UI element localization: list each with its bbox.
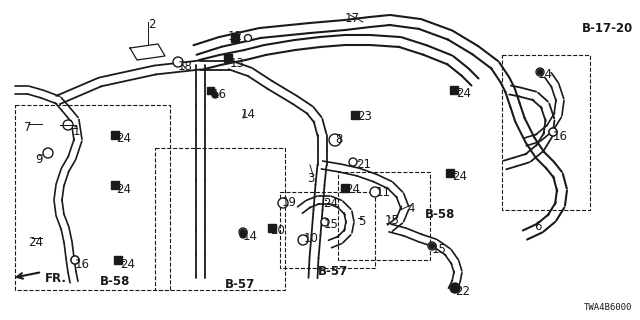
Circle shape <box>370 187 380 197</box>
Text: 7: 7 <box>24 121 31 134</box>
Text: 17: 17 <box>345 12 360 25</box>
Text: 24: 24 <box>323 197 338 210</box>
Text: 14: 14 <box>538 68 553 81</box>
Circle shape <box>536 68 544 76</box>
Bar <box>450 86 458 94</box>
Circle shape <box>428 242 436 250</box>
Text: B-57: B-57 <box>318 265 348 278</box>
Circle shape <box>329 134 341 146</box>
Bar <box>155 148 285 290</box>
Text: B-58: B-58 <box>425 208 456 221</box>
Text: 24: 24 <box>452 170 467 183</box>
Text: 8: 8 <box>335 133 342 146</box>
Text: 18: 18 <box>178 60 193 73</box>
Circle shape <box>71 256 79 264</box>
Circle shape <box>239 228 247 236</box>
Text: 16: 16 <box>553 130 568 143</box>
Circle shape <box>538 69 543 75</box>
Text: 13: 13 <box>230 57 245 70</box>
Bar <box>351 111 359 119</box>
Bar <box>446 169 454 177</box>
Text: 15: 15 <box>385 214 400 227</box>
Text: 23: 23 <box>357 110 372 123</box>
Bar <box>15 105 170 290</box>
Text: 6: 6 <box>534 220 541 233</box>
Circle shape <box>278 198 288 208</box>
Bar <box>111 131 119 139</box>
Text: 15: 15 <box>432 243 447 256</box>
Circle shape <box>429 244 435 249</box>
Text: B-17-20: B-17-20 <box>582 22 633 35</box>
Text: 24: 24 <box>116 183 131 196</box>
Circle shape <box>212 92 218 98</box>
Circle shape <box>549 128 557 136</box>
Text: B-57: B-57 <box>225 278 255 291</box>
Circle shape <box>240 232 246 238</box>
Text: 14: 14 <box>241 108 256 121</box>
Text: 19: 19 <box>282 196 297 209</box>
Circle shape <box>241 229 246 235</box>
Text: 1: 1 <box>73 125 81 138</box>
Bar <box>338 172 430 260</box>
Bar <box>231 34 239 42</box>
Text: 24: 24 <box>456 87 471 100</box>
Text: 24: 24 <box>120 258 135 271</box>
Text: 14: 14 <box>243 230 258 243</box>
Text: 21: 21 <box>356 158 371 171</box>
Text: 24: 24 <box>28 236 43 249</box>
Circle shape <box>349 158 357 166</box>
Circle shape <box>549 128 557 136</box>
Text: 10: 10 <box>304 232 319 245</box>
Text: FR.: FR. <box>45 272 67 285</box>
Circle shape <box>43 148 53 158</box>
Bar <box>114 256 122 264</box>
Circle shape <box>244 35 252 42</box>
Text: TWA4B6000: TWA4B6000 <box>584 303 632 312</box>
Text: 22: 22 <box>455 285 470 298</box>
Text: 2: 2 <box>148 18 156 31</box>
Circle shape <box>298 235 308 245</box>
Circle shape <box>71 256 79 264</box>
Bar <box>280 192 375 268</box>
Bar <box>341 184 349 192</box>
Text: B-58: B-58 <box>100 275 131 288</box>
Text: 4: 4 <box>407 202 415 215</box>
Circle shape <box>173 57 183 67</box>
Circle shape <box>321 218 329 226</box>
Bar <box>207 86 214 93</box>
Text: 11: 11 <box>376 186 391 199</box>
Bar <box>224 54 232 62</box>
Text: 3: 3 <box>307 172 314 185</box>
Text: 16: 16 <box>75 258 90 271</box>
Text: 24: 24 <box>345 183 360 196</box>
Circle shape <box>63 120 73 130</box>
Bar <box>111 181 119 189</box>
Text: 15: 15 <box>324 218 339 231</box>
Text: 20: 20 <box>270 224 285 237</box>
Text: 24: 24 <box>116 132 131 145</box>
Text: 16: 16 <box>212 88 227 101</box>
Text: 12: 12 <box>228 30 243 43</box>
Bar <box>268 224 276 232</box>
Circle shape <box>450 283 460 293</box>
Text: 9: 9 <box>35 153 42 166</box>
Text: 5: 5 <box>358 215 365 228</box>
Bar <box>502 55 590 210</box>
